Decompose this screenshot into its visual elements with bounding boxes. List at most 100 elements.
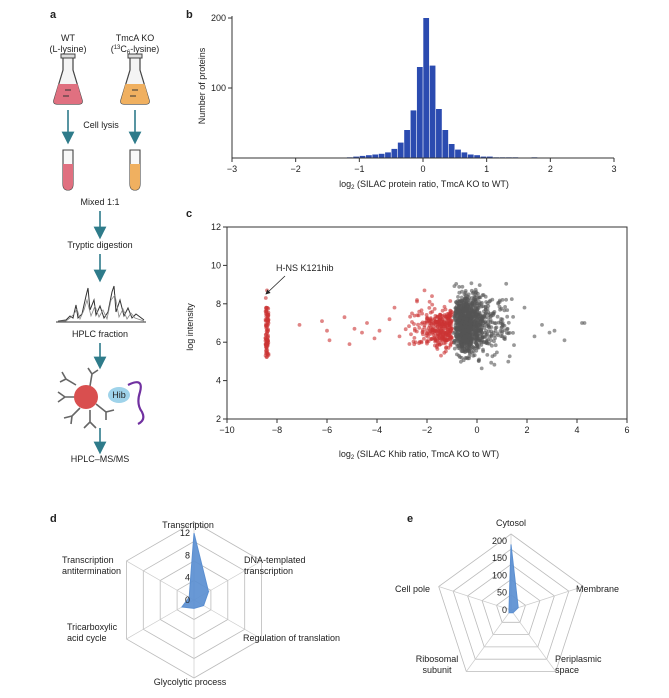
scatter-point-gray <box>498 307 502 312</box>
scatter-point-gray <box>477 311 482 316</box>
histogram-bar <box>442 130 449 158</box>
scatter-point-red <box>417 326 422 330</box>
scatter-point-red <box>365 321 369 325</box>
histogram-bar <box>455 149 461 158</box>
scatter-point-red <box>432 307 437 311</box>
scatter-point-gray <box>522 305 527 310</box>
scatter-point-gray <box>471 325 476 330</box>
scatter-point-gray <box>465 312 470 317</box>
scatter-point-gray <box>509 297 514 301</box>
scatter-point-red <box>445 338 450 342</box>
radar-grid-ring <box>481 579 541 635</box>
scatter-point-gray <box>463 356 468 360</box>
scatter-point-gray <box>452 315 457 320</box>
radar-tick-label: 100 <box>492 571 507 581</box>
scatter-point-red <box>439 353 443 358</box>
scatter-point-red <box>435 334 439 338</box>
scatter-point-gray <box>497 300 502 304</box>
scatter-point-gray <box>453 312 458 317</box>
radar-tick-label: 200 <box>492 536 507 546</box>
scatter-point-gray <box>463 324 468 329</box>
scatter-point-red <box>416 322 420 327</box>
scatter-point-red <box>442 304 447 309</box>
scatter-point-gray <box>486 323 491 328</box>
scatter-point-gray <box>483 320 488 325</box>
scatter-point-gray <box>462 330 467 335</box>
scatter-point-gray <box>475 333 480 337</box>
scatter-point-gray <box>512 343 516 347</box>
scatter-point-red <box>442 350 447 355</box>
scatter-point-gray <box>468 322 473 326</box>
scatter-point-gray <box>505 308 510 312</box>
chromatogram-icon <box>56 285 146 323</box>
scatter-point-gray <box>457 336 462 341</box>
scatter-point-red <box>422 336 426 341</box>
scatter-point-red <box>412 313 417 318</box>
scatter-point-gray <box>489 338 493 343</box>
scatter-point-gray <box>459 359 463 364</box>
histogram-bar <box>353 156 360 158</box>
scatter-point-red <box>264 342 269 346</box>
c-annotation: H-NS K121hib <box>276 263 334 273</box>
scatter-point-red <box>407 324 411 329</box>
scatter-point-gray <box>469 314 473 318</box>
scatter-point-gray <box>485 307 490 311</box>
radar-grid-ring <box>452 548 570 660</box>
radar-tick-label: 0 <box>502 605 507 615</box>
scatter-point-gray <box>471 308 476 313</box>
histogram-bar <box>467 154 474 158</box>
scatter-point-red <box>352 326 357 331</box>
scatter-point-gray <box>490 354 495 359</box>
scatter-point-gray <box>458 310 463 315</box>
scatter-point-red <box>447 324 452 328</box>
histogram-bar <box>486 156 493 158</box>
radar-spoke <box>438 586 512 611</box>
b-y-tick-label: 100 <box>211 83 226 93</box>
scatter-point-gray <box>499 334 503 339</box>
scatter-point-gray <box>468 342 472 347</box>
scatter-point-gray <box>482 314 487 319</box>
scatter-point-gray <box>491 312 496 316</box>
scatter-point-red <box>435 347 440 351</box>
scatter-point-gray <box>457 285 462 289</box>
wt-tube-icon <box>62 149 74 191</box>
panel-label-d: d <box>50 513 57 525</box>
radar-category-label: Cytosol <box>496 518 526 528</box>
scatter-point-gray <box>532 334 537 339</box>
scatter-point-red <box>435 343 439 348</box>
scatter-point-red <box>320 319 324 323</box>
scatter-point-gray <box>477 283 482 287</box>
histogram-bar <box>448 144 455 158</box>
ko-liquid <box>120 84 150 104</box>
scatter-point-gray <box>492 339 496 344</box>
scatter-point-gray <box>479 366 484 371</box>
scatter-point-gray <box>464 339 469 344</box>
scatter-point-gray <box>456 295 460 299</box>
scatter-point-gray <box>505 314 510 319</box>
scatter-point-gray <box>492 362 497 367</box>
panel-label-e: e <box>407 513 413 525</box>
scatter-point-red <box>440 308 445 313</box>
scatter-point-red <box>447 333 452 338</box>
scatter-point-gray <box>474 340 478 345</box>
radar-tick-label: 150 <box>492 553 507 563</box>
radar-data-area <box>508 544 519 614</box>
b-x-tick-label: 2 <box>548 164 553 174</box>
scatter-point-gray <box>484 340 489 345</box>
scatter-point-gray <box>461 307 466 312</box>
scatter-point-red <box>442 313 447 317</box>
ko-label: TmcA KO <box>116 33 155 43</box>
scatter-point-gray <box>483 334 488 339</box>
scatter-point-gray <box>462 350 467 354</box>
histogram-bar <box>480 156 487 158</box>
c-x-tick-label: −2 <box>422 425 432 435</box>
histogram-bar <box>385 152 391 158</box>
radar-spoke <box>466 609 512 672</box>
radar-spoke <box>510 609 556 672</box>
scatter-point-red <box>438 329 443 334</box>
scatter-point-red <box>412 322 416 326</box>
scatter-point-gray <box>511 315 515 319</box>
scatter-point-gray <box>459 356 464 360</box>
histogram-bar <box>461 152 468 158</box>
